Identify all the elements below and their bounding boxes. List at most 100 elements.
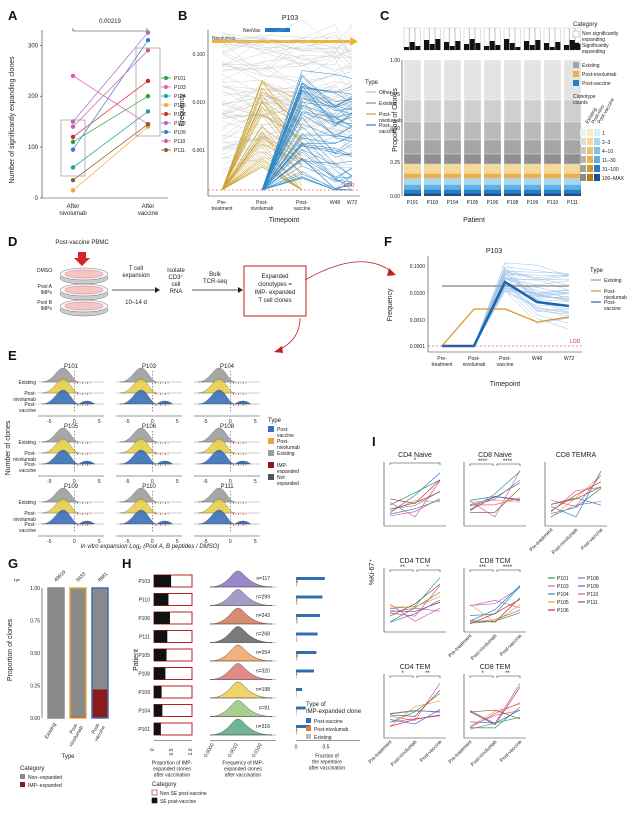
clonotype-segment: [524, 189, 541, 194]
panel-i-legend-item: P103: [557, 584, 569, 590]
panel-g-ytick: 1.00: [30, 586, 40, 592]
clonotype-segment: [564, 189, 581, 194]
significant-bar: [404, 47, 410, 50]
clonotype-segment: [524, 193, 541, 196]
significant-bar: [469, 39, 475, 50]
legend-swatch: [572, 30, 580, 38]
panel-a-point-P104: [70, 165, 76, 170]
panel-e-xtick: -5: [203, 419, 208, 425]
panel-i-xtick: Post-vaccine: [580, 527, 605, 552]
ki67-line: [469, 702, 521, 728]
panel-b-ylabel: Frequency: [179, 93, 186, 127]
panel-h-legend-item: Existing: [314, 735, 332, 741]
ki67-line: [389, 714, 441, 727]
panel-i-significance: *: [426, 565, 429, 571]
panel-i-xtick: Post-nivolumab: [390, 739, 419, 768]
panel-h-x3label: Fraction of the repertoire after vaccinati…: [309, 754, 346, 772]
clonotype-segment: [404, 193, 421, 196]
panel-i-subtitle: CD8 TEMRA: [556, 452, 597, 459]
panel-f-xtick: W72: [564, 356, 575, 362]
panel-e-xtick: -5: [125, 539, 130, 545]
panel-g-xtick: Post-nivolumab: [63, 722, 85, 748]
panel-i-legend-item: P106: [557, 608, 569, 614]
panel-h-patient: P109: [138, 690, 150, 696]
legend-swatch: [580, 147, 586, 154]
panel-c-ytick: 1.00: [390, 58, 400, 64]
ridge-density: [119, 449, 157, 465]
panel-h-n: n=91: [259, 706, 270, 712]
ridge-density: [41, 449, 79, 465]
panel-h-cat-title: Category: [152, 782, 176, 788]
panel-a-legend-item: P110: [174, 139, 186, 145]
panel-h-rows: P103 n=117 P110 n=299 P106 n=243 P111 n=268 P105…: [138, 570, 325, 736]
significant-bar: [544, 43, 550, 50]
legend-swatch: [587, 147, 593, 154]
legend-swatch: [580, 174, 586, 181]
ki67-line: [389, 479, 441, 506]
ki67-line: [469, 587, 521, 606]
panel-i-legend-item: P104: [557, 592, 569, 598]
ki67-line: [469, 479, 521, 507]
ki67-line: [389, 607, 441, 613]
fraction-bar-1: [296, 728, 298, 732]
ridge-density: [41, 378, 79, 394]
ki67-line: [389, 603, 441, 622]
legend-swatch: [306, 734, 311, 739]
panel-i-ylabel: %Ki-67⁺: [369, 559, 376, 586]
panel-a-point-P103: [70, 73, 76, 79]
panel-d: D Post-vaccine PBMC DMSO Pool A IMPs Pool B…: [8, 234, 396, 353]
bar-non-expanded: [92, 588, 108, 690]
panel-e-subtitle: P106: [142, 424, 157, 430]
panel-c-xlabel: Patient: [463, 217, 485, 224]
significant-bar: [484, 46, 490, 50]
ki67-line: [389, 491, 441, 510]
legend-marker: [164, 94, 168, 98]
clonotype-segment: [524, 184, 541, 190]
panel-a-line-P111: [72, 123, 149, 181]
panel-c-xtick: P105: [467, 200, 479, 206]
clonotype-segment: [424, 173, 441, 179]
panel-f-title: P103: [486, 248, 502, 255]
legend-swatch: [594, 138, 600, 145]
frequency-density: [209, 626, 273, 643]
fraction-bar-2: [296, 638, 298, 642]
panel-e-row-label: Post-vaccine: [19, 462, 36, 474]
clonotype-segment: [484, 193, 501, 196]
panel-c-ylabel: Proportion of Clones: [392, 88, 399, 152]
fraction-bar-2: [296, 712, 297, 716]
significant-bar: [429, 44, 435, 50]
clonotype-segment: [564, 178, 581, 185]
panel-e-xtick: -5: [47, 479, 52, 485]
panel-h: H Patient P103 n=117 P110 n=299 P106 n=243 P11…: [122, 556, 362, 805]
panel-i-xtick: Pre-treatment: [529, 527, 555, 553]
panel-i-legend-item: P110: [587, 592, 599, 598]
proportion-se: [154, 630, 168, 643]
panel-f-xtick: Post-nivolumab: [463, 356, 486, 368]
panel-i-legend-item: P105: [557, 600, 569, 606]
panel-b-xticks: Pre-treatment Post-nivolumab Post-vaccine W…: [211, 200, 357, 212]
panel-i-significance: **: [425, 671, 430, 677]
panel-h-x2tick: 0.0000: [203, 742, 216, 758]
panel-e-subtitle: P104: [220, 364, 235, 370]
clonotype-segment: [504, 178, 521, 185]
panel-e-xtick: 5: [98, 539, 101, 545]
legend-swatch: [580, 156, 586, 163]
clonotype-segment: [564, 184, 581, 190]
panel-h-legend-title: Type of IMP-expanded clone: [306, 702, 362, 715]
panel-c-category-title: Category: [573, 22, 597, 28]
clonotype-segment: [504, 189, 521, 194]
panel-e-xtick: 5: [176, 419, 179, 425]
panel-b-ytick: 0.100: [192, 52, 205, 58]
legend-swatch: [268, 438, 274, 444]
proportion-se: [154, 593, 169, 606]
panel-g-ytick: 0.50: [30, 651, 40, 657]
panel-b-nivolumab: Nivolumab: [212, 36, 236, 42]
clonotype-segment: [484, 189, 501, 194]
panel-e-legend-item: Existing: [277, 451, 295, 457]
panel-b-xtick: Pre-treatment: [211, 200, 233, 212]
panel-i-significance: ****: [503, 565, 513, 571]
panel-c-xtick: P104: [447, 200, 459, 206]
clonotype-segment: [444, 173, 461, 179]
panel-a-points: [70, 30, 151, 193]
ki67-line: [469, 597, 521, 623]
